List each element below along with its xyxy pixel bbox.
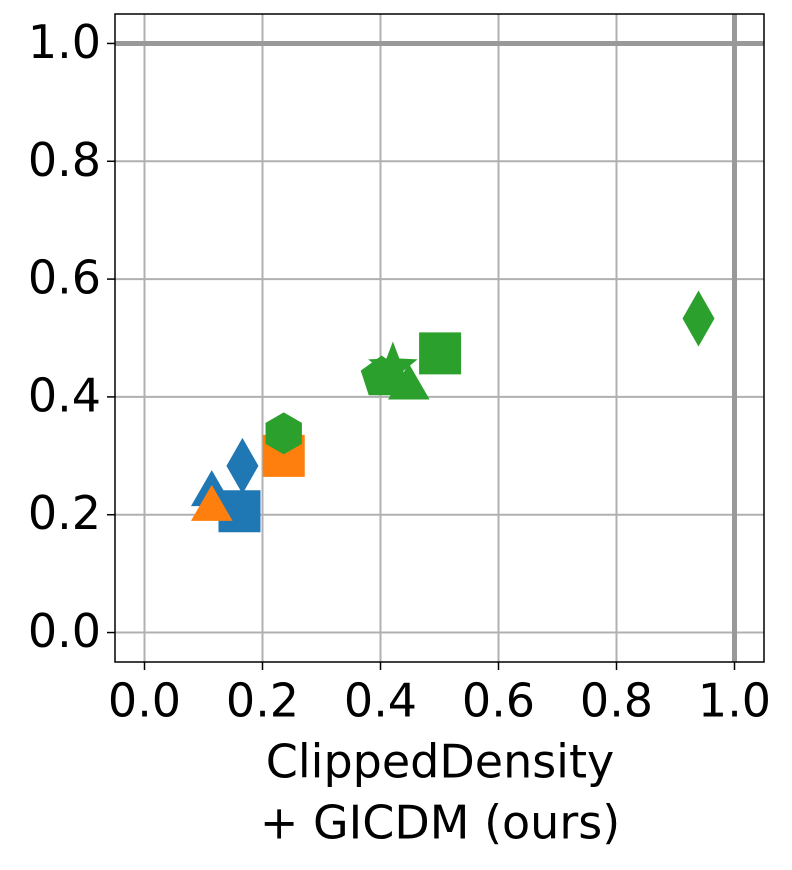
y-tick-label: 1.0: [28, 15, 101, 69]
y-tick-label: 0.0: [28, 604, 101, 658]
y-tick-label: 0.8: [28, 133, 101, 187]
x-tick-label: 0.6: [462, 674, 535, 728]
scatter-point: [368, 341, 418, 389]
scatter-point: [226, 437, 259, 494]
plot-frame: [114, 13, 765, 663]
x-tick-label: 1.0: [698, 674, 771, 728]
scatter-point: [190, 484, 233, 521]
y-tick-label: 0.6: [28, 251, 101, 305]
scatter-point: [265, 412, 302, 455]
scatter-point: [388, 363, 430, 400]
scatter-point: [218, 490, 261, 533]
y-tick-label: 0.4: [28, 368, 101, 422]
x-tick-label: 0.4: [344, 674, 417, 728]
x-tick-label: 0.2: [226, 674, 299, 728]
x-axis-label: + GICDM (ours): [260, 796, 620, 850]
scatter-point: [682, 290, 715, 347]
scatter-point: [419, 332, 462, 375]
x-axis-label: ClippedDensity: [266, 735, 614, 789]
x-tick-label: 0.8: [580, 674, 653, 728]
x-tick-label: 0.0: [108, 674, 181, 728]
y-tick-label: 0.2: [28, 486, 101, 540]
